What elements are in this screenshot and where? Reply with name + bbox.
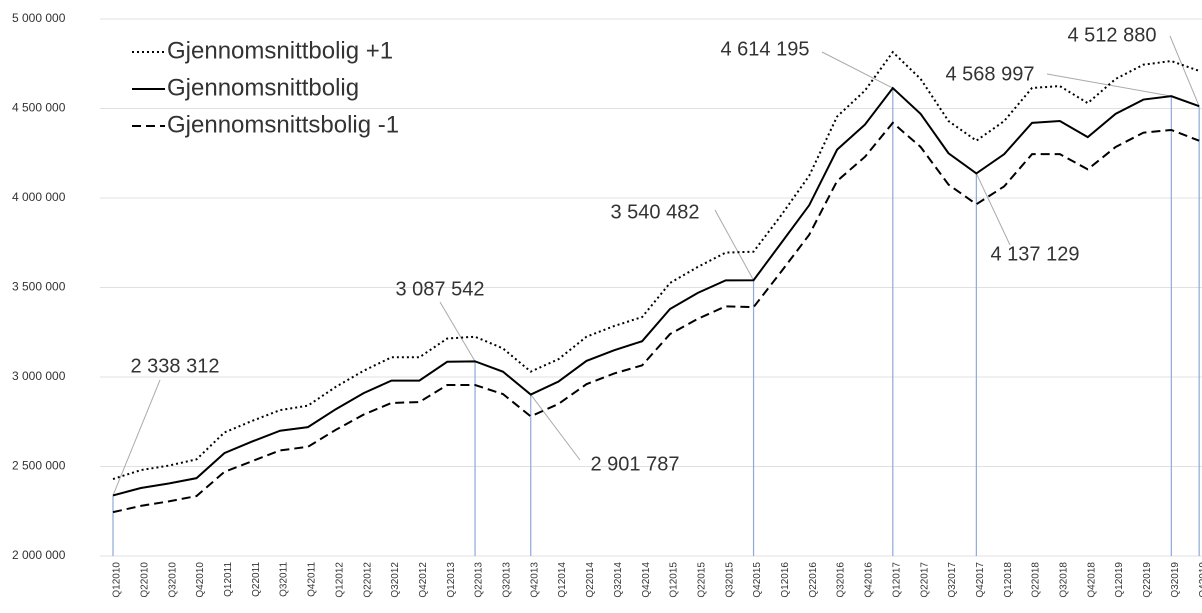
x-tick-label: Q32011 [279, 562, 290, 597]
x-tick-label: Q42014 [641, 562, 652, 598]
x-tick-label: Q22014 [585, 562, 596, 598]
data-label: 4 137 129 [991, 243, 1080, 265]
data-label: 4 568 997 [946, 63, 1035, 85]
data-label: 4 614 195 [721, 38, 810, 60]
leader-line [821, 51, 894, 89]
x-tick-label: Q12018 [1003, 562, 1014, 598]
x-tick-label: Q32019 [1170, 562, 1181, 598]
x-tick-label: Q32012 [390, 562, 401, 598]
data-label: 2 338 312 [131, 355, 220, 377]
x-tick-label: Q32016 [836, 562, 847, 598]
data-label: 3 087 542 [396, 278, 485, 300]
x-tick-label: Q42013 [529, 562, 540, 598]
series-line [112, 121, 1200, 514]
series-line [112, 50, 1200, 480]
y-tick-label: 4 500 000 [12, 101, 66, 115]
x-tick-label: Q12019 [1114, 562, 1125, 598]
x-tick-label: Q22011 [251, 562, 262, 597]
data-label: 4 512 880 [1068, 24, 1157, 46]
x-tick-label: Q22013 [474, 562, 485, 598]
x-tick-label: Q22019 [1142, 562, 1153, 598]
x-tick-label: Q32018 [1059, 562, 1070, 598]
x-tick-label: Q22016 [808, 562, 819, 598]
x-tick-label: Q12015 [669, 562, 680, 598]
x-tick-label: Q32013 [502, 562, 513, 598]
y-tick-label: 3 500 000 [12, 280, 66, 294]
x-tick-label: Q32017 [947, 562, 958, 598]
legend-label: Gjennomsnittbolig +1 [167, 37, 393, 64]
data-label: 3 540 482 [611, 201, 700, 223]
x-tick-label: Q12016 [780, 562, 791, 598]
x-tick-label: Q12010 [112, 562, 123, 598]
y-tick-label: 2 000 000 [12, 548, 66, 562]
x-tick-label: Q42019 [1198, 562, 1202, 598]
x-tick-label: Q32014 [613, 562, 624, 598]
y-tick-label: 5 000 000 [12, 11, 66, 25]
y-tick-label: 4 000 000 [12, 190, 66, 204]
x-tick-label: Q32010 [167, 562, 178, 598]
series-line [112, 86, 1200, 497]
x-tick-label: Q22012 [362, 562, 373, 598]
data-label: 2 901 787 [591, 453, 680, 475]
x-tick-label: Q42012 [418, 562, 429, 598]
x-tick-label: Q12011 [223, 562, 234, 597]
leader-line [439, 301, 476, 362]
x-tick-label: Q42018 [1086, 562, 1097, 598]
x-tick-label: Q22017 [919, 562, 930, 598]
x-tick-label: Q42016 [864, 562, 875, 598]
leader-line [530, 394, 581, 461]
leader-line [1169, 35, 1200, 107]
x-tick-label: Q22015 [696, 562, 707, 598]
legend-label: Gjennomsnittbolig [167, 74, 359, 101]
x-tick-label: Q42017 [975, 562, 986, 598]
x-tick-label: Q22010 [139, 562, 150, 598]
x-tick-label: Q12012 [334, 562, 345, 598]
x-tick-label: Q12013 [446, 562, 457, 598]
leader-line [112, 379, 161, 496]
x-tick-label: Q42011 [307, 562, 318, 597]
x-tick-label: Q42010 [195, 562, 206, 598]
legend-label: Gjennomsnittsbolig -1 [167, 111, 399, 138]
x-tick-label: Q22018 [1031, 562, 1042, 598]
x-tick-label: Q32015 [724, 562, 735, 598]
y-tick-label: 2 500 000 [12, 459, 66, 473]
y-tick-label: 3 000 000 [12, 369, 66, 383]
x-tick-label: Q42015 [752, 562, 763, 598]
leader-line [975, 173, 1011, 246]
leader-line [714, 209, 754, 281]
x-tick-label: Q12017 [891, 562, 902, 598]
x-tick-label: Q12014 [557, 562, 568, 598]
